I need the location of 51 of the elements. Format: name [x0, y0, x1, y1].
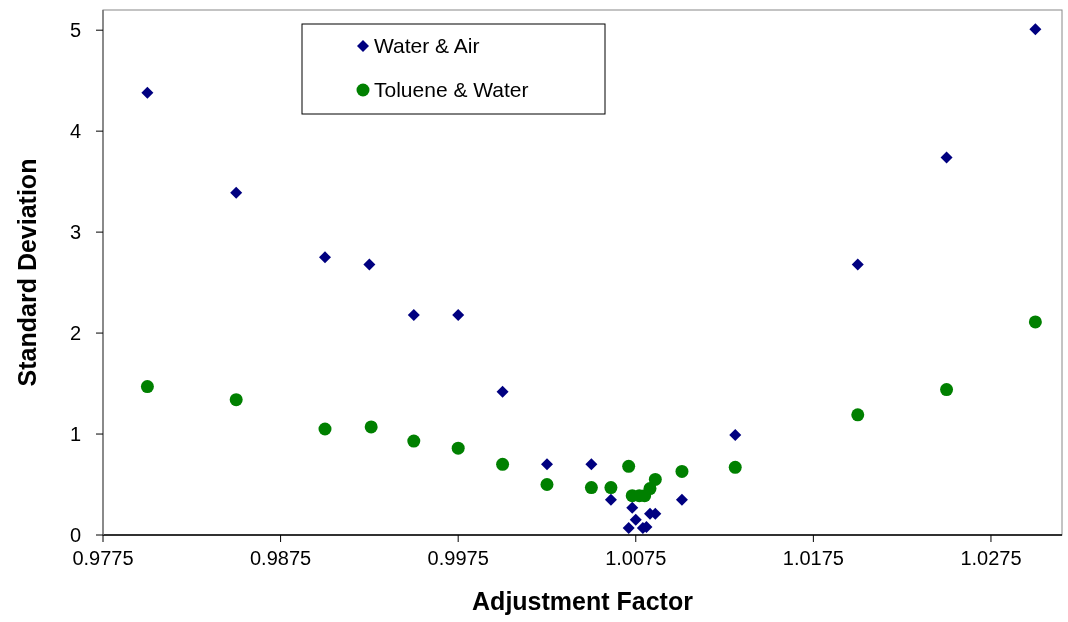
y-tick-label: 2: [69, 322, 81, 345]
y-axis-title: Standard Deviation: [13, 158, 41, 387]
point: [728, 460, 742, 474]
point: [496, 457, 510, 471]
point: [604, 481, 618, 495]
point: [940, 151, 953, 164]
point: [648, 472, 662, 486]
point: [851, 258, 864, 271]
point: [540, 478, 554, 492]
point: [629, 513, 642, 526]
x-tick-label: 1.0075: [605, 547, 667, 569]
point: [940, 383, 954, 397]
point: [584, 481, 598, 495]
y-tick-label: 5: [69, 19, 81, 42]
point: [851, 408, 865, 422]
point: [729, 429, 742, 442]
point: [675, 464, 689, 478]
point: [1028, 315, 1042, 329]
point: [407, 434, 421, 448]
point: [496, 385, 509, 398]
x-tick-label: 1.0175: [782, 547, 844, 569]
y-tick-label: 4: [69, 120, 81, 143]
point: [140, 380, 154, 394]
point: [585, 458, 598, 471]
legend-label: Water & Air: [374, 34, 480, 58]
point: [318, 422, 332, 436]
point: [452, 308, 465, 321]
y-tick-label: 3: [69, 221, 81, 244]
point: [229, 393, 243, 407]
point: [626, 501, 639, 514]
y-tick-label: 0: [69, 524, 81, 546]
legend-label: Toluene & Water: [374, 78, 529, 102]
point: [622, 459, 636, 473]
point: [675, 493, 688, 506]
x-axis-title: Adjustment Factor: [472, 587, 694, 615]
x-tick-label: 0.9775: [72, 547, 134, 569]
x-tick-label: 0.9875: [250, 547, 312, 569]
point: [363, 258, 376, 271]
x-tick-label: 1.0275: [960, 547, 1022, 569]
point: [318, 251, 331, 264]
point: [407, 308, 420, 321]
y-tick-label: 1: [69, 423, 81, 446]
point: [604, 493, 617, 506]
point: [1029, 23, 1042, 36]
point: [364, 420, 378, 434]
point: [230, 186, 243, 199]
point: [540, 458, 553, 471]
x-tick-label: 0.9975: [427, 547, 489, 569]
point: [622, 521, 635, 534]
point: [451, 441, 465, 455]
point: [141, 86, 154, 99]
